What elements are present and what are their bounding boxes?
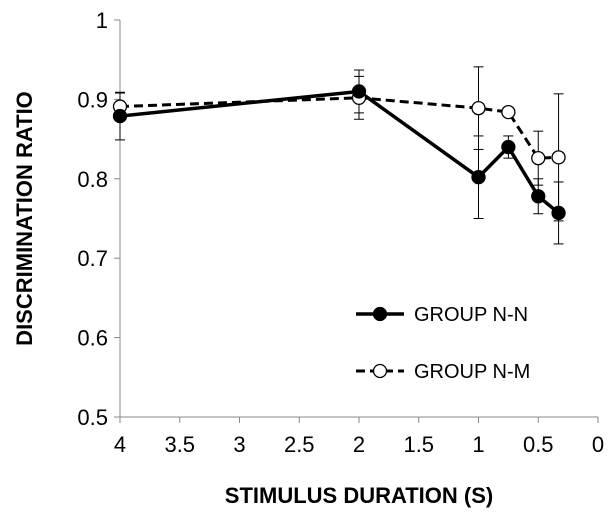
x-tick-label: 0 xyxy=(592,432,604,457)
x-tick-label: 1.5 xyxy=(403,432,434,457)
y-tick-label: 0.6 xyxy=(77,326,108,351)
legend-label-group-n-n: GROUP N-N xyxy=(414,304,528,326)
series-line-group-n-m xyxy=(119,96,559,160)
data-point-group-n-n xyxy=(531,189,546,204)
y-axis-title: DISCRIMINATION RATIO xyxy=(12,91,37,346)
x-tick-label: 3 xyxy=(233,432,245,457)
chart-axes: 0.5 0.6 0.7 0.8 0.9 1 4 3.5 3 2.5 2 1.5 1 0.5 0 xyxy=(77,8,604,457)
y-tick-label: 0.5 xyxy=(77,405,108,430)
chart-series-layer xyxy=(112,66,566,245)
x-tick-label: 0.5 xyxy=(523,432,554,457)
data-point-group-n-m xyxy=(471,100,486,116)
x-tick-label: 3.5 xyxy=(164,432,195,457)
y-tick-label: 0.7 xyxy=(77,246,108,271)
data-point-group-n-n xyxy=(471,170,486,185)
chart-legend: GROUP N-N GROUP N-M xyxy=(356,304,530,383)
data-point-group-n-n xyxy=(351,84,367,99)
x-axis-title: STIMULUS DURATION (S) xyxy=(225,483,493,508)
x-tick-label: 2 xyxy=(353,432,365,457)
x-tick-label: 4 xyxy=(114,432,126,457)
data-point-group-n-m xyxy=(501,104,516,120)
x-tick-label: 2.5 xyxy=(284,432,315,457)
legend-label-group-n-m: GROUP N-M xyxy=(414,361,530,383)
series-line-group-n-n xyxy=(119,89,560,215)
data-point-group-n-n xyxy=(501,139,516,155)
data-point-group-n-n xyxy=(551,205,566,221)
data-point-group-n-m xyxy=(551,150,566,165)
y-tick-label: 0.8 xyxy=(77,167,108,192)
legend-marker-group-n-n xyxy=(372,306,388,322)
y-tick-label: 1 xyxy=(96,8,108,33)
legend-marker-group-n-m xyxy=(372,363,388,379)
data-point-group-n-m xyxy=(531,151,546,166)
x-tick-label: 1 xyxy=(472,432,484,457)
data-point-group-n-n xyxy=(112,108,128,124)
y-tick-label: 0.9 xyxy=(77,87,108,112)
